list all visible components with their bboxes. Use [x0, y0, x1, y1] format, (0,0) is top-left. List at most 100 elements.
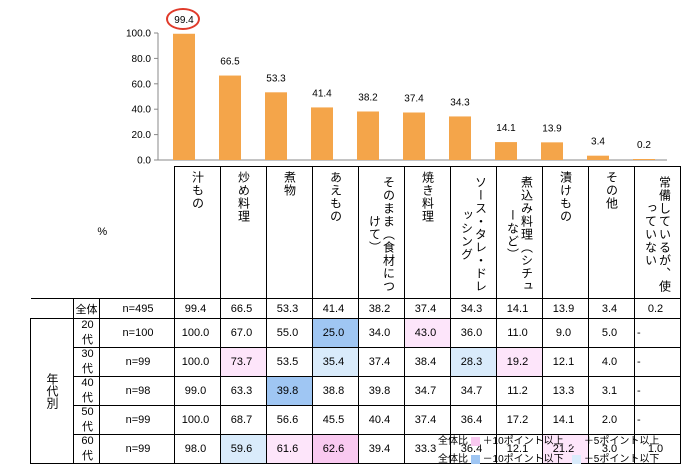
table-cell: 0.2 — [634, 298, 681, 319]
legend-prefix: 全体比 — [438, 454, 468, 465]
table-cell: 39.8 — [358, 376, 405, 406]
table-cell: 34.3 — [450, 298, 497, 319]
table-cell: 35.4 — [312, 347, 359, 377]
legend-swatch-minus5 — [572, 454, 582, 464]
category-header: その他 — [588, 166, 635, 299]
bar-value-label: 14.1 — [496, 123, 516, 134]
table-cell: 12.1 — [542, 347, 589, 377]
table-cell: 38.2 — [358, 298, 405, 319]
table-cell: 73.7 — [220, 347, 267, 377]
bar-value-label: 38.2 — [358, 92, 378, 103]
table-cell: 3.1 — [588, 376, 635, 406]
table-cell: - — [634, 318, 681, 348]
legend-swatch-plus10 — [470, 436, 480, 446]
legend-row-plus: 全体比 ＋10ポイント以上 ＋5ポイント以上 — [438, 432, 659, 447]
legend-label-minus5: －5ポイント以下 — [583, 454, 660, 465]
table-cell: 61.6 — [266, 434, 313, 464]
category-header: 常備しているが、使っていない — [634, 166, 681, 299]
age-label: 20代 — [73, 318, 100, 348]
y-tick-label: 20.0 — [132, 130, 152, 141]
table-cell: 4.0 — [588, 347, 635, 377]
table-cell: 99.4 — [174, 298, 221, 319]
legend-label-plus10: ＋10ポイント以上 — [482, 436, 564, 447]
category-label: ソース・タレ・ドレッシング — [459, 176, 488, 293]
legend-swatch-minus10 — [470, 454, 480, 464]
bar — [265, 92, 287, 160]
table-cell: 3.4 — [588, 298, 635, 319]
table-cell: 9.0 — [542, 318, 589, 348]
category-label: 炒め料理 — [236, 171, 251, 223]
category-label: 常備しているが、使っていない — [643, 176, 672, 293]
table-cell: 34.7 — [450, 376, 497, 406]
table-cell: 45.5 — [312, 405, 359, 435]
table-cell: 53.3 — [266, 298, 313, 319]
table-cell: 5.0 — [588, 318, 635, 348]
bar — [541, 142, 563, 160]
table-cell: 63.3 — [220, 376, 267, 406]
table-cell: 36.4 — [450, 405, 497, 435]
category-label: 焼き料理 — [420, 171, 435, 223]
category-header: 煮物 — [266, 166, 313, 299]
table-cell: 14.1 — [542, 405, 589, 435]
row-spacer — [30, 298, 74, 319]
bar-value-label: 66.5 — [220, 57, 240, 68]
y-axis: 0.0 20.0 40.0 60.0 80.0 100.0 — [126, 29, 667, 167]
bar — [587, 155, 609, 160]
bars — [173, 33, 655, 160]
table-cell: 38.8 — [312, 376, 359, 406]
header-row: % 汁もの 炒め料理 煮物 あえもの そのまま（食材につけて） 焼き料理 ソース・タレ・ドレッ… — [30, 166, 681, 299]
table-cell: 12.1 — [496, 434, 543, 464]
category-header: 漬けもの — [542, 166, 589, 299]
category-header: 炒め料理 — [220, 166, 267, 299]
table-cell: 2.0 — [588, 405, 635, 435]
category-label: そのまま（食材につけて） — [367, 176, 396, 293]
bar — [311, 107, 333, 160]
table-cell: 62.6 — [312, 434, 359, 464]
legend-label-plus5: ＋5ポイント以上 — [583, 436, 660, 447]
age-label: 30代 — [73, 347, 100, 377]
bar-value-label: 13.9 — [542, 123, 562, 134]
table-cell: 13.3 — [542, 376, 589, 406]
table-cell: 3.0 — [588, 434, 635, 464]
table-cell: 11.2 — [496, 376, 543, 406]
table-cell: 40.4 — [358, 405, 405, 435]
bar — [495, 142, 517, 160]
bar — [357, 111, 379, 160]
table-cell: - — [634, 376, 681, 406]
y-tick-label: 0.0 — [137, 156, 151, 167]
age-label: 40代 — [73, 376, 100, 406]
sample-size: n=99 — [99, 347, 175, 377]
table-cell: 56.6 — [266, 405, 313, 435]
table-cell: 14.1 — [496, 298, 543, 319]
table-cell: 98.0 — [174, 434, 221, 464]
category-header: そのまま（食材につけて） — [358, 166, 405, 299]
bar-value-label: 3.4 — [591, 137, 605, 148]
table-row: 60代 n=99 98.0 59.6 61.6 62.6 39.4 33.3 36.4 12.1 2… — [31, 434, 681, 464]
table-cell: 25.0 — [312, 318, 359, 348]
bar — [219, 75, 241, 160]
age-label: 60代 — [73, 434, 100, 464]
table-row: 30代 n=99 100.0 73.7 53.5 35.4 37.4 38.4 28.3 19.2… — [31, 347, 681, 377]
highlight-circle — [166, 8, 200, 30]
table-row: 40代 n=98 99.0 63.3 39.8 38.8 39.8 34.7 34.7 11.2 1… — [31, 376, 681, 406]
legend-row-minus: 全体比 －10ポイント以下 －5ポイント以下 — [438, 450, 659, 465]
table-cell: 11.0 — [496, 318, 543, 348]
bar — [403, 112, 425, 160]
value-labels: 99.466.553.341.4 38.2 37.4 34.314.1 13.93.4 0… — [174, 15, 651, 151]
table-cell: 19.2 — [496, 347, 543, 377]
bar — [449, 116, 471, 160]
table-cell: 100.0 — [174, 405, 221, 435]
category-label: あえもの — [328, 171, 343, 223]
group-label: 年代別 — [30, 318, 74, 464]
table-cell: 34.0 — [358, 318, 405, 348]
sample-size: n=98 — [99, 376, 175, 406]
legend-prefix: 全体比 — [438, 436, 468, 447]
table-cell: 67.0 — [220, 318, 267, 348]
table-cell: - — [634, 347, 681, 377]
category-header: 汁もの — [174, 166, 221, 299]
table-cell: 53.5 — [266, 347, 313, 377]
category-label: 漬けもの — [558, 171, 573, 223]
bar — [173, 33, 195, 160]
sample-size: n=99 — [99, 405, 175, 435]
